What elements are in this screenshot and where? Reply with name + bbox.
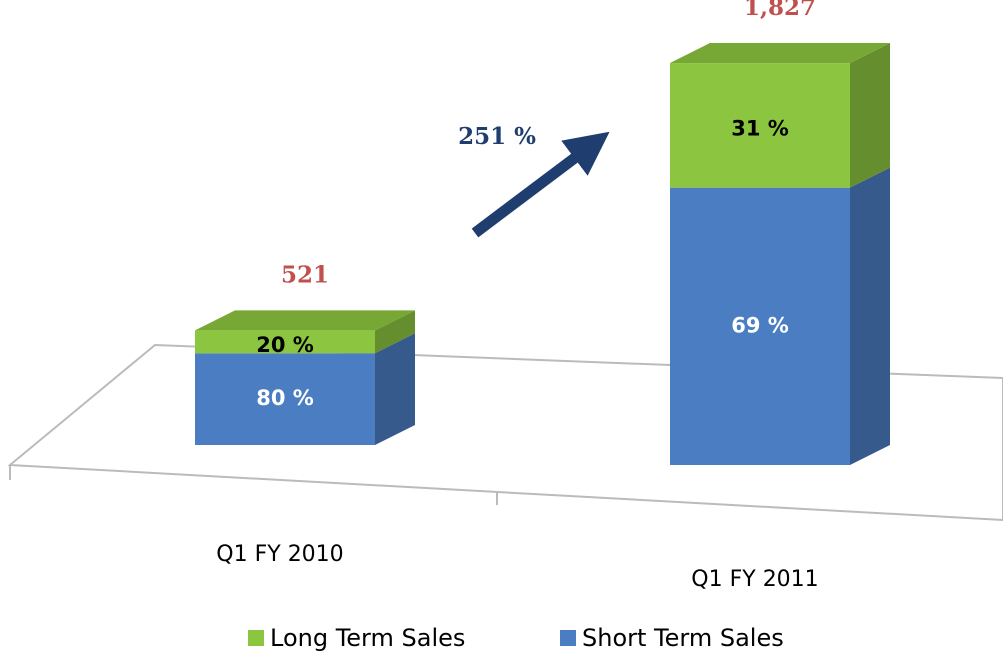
bar-top: [670, 43, 890, 64]
segment-label: 20 %: [256, 333, 314, 357]
bar-segment: [195, 353, 375, 445]
total-label: 521: [281, 261, 329, 288]
bar-side: [850, 43, 890, 188]
segment-label: 69 %: [731, 313, 789, 337]
segment-label: 31 %: [731, 116, 789, 140]
legend-label: Long Term Sales: [270, 624, 465, 652]
legend-label: Short Term Sales: [582, 624, 784, 652]
segment-label: 80 %: [256, 386, 314, 410]
x-tick-label: Q1 FY 2011: [691, 567, 818, 592]
bar-side: [375, 310, 415, 354]
bar-segment: [670, 63, 850, 188]
bar-top: [195, 310, 415, 331]
total-label: 1,827: [744, 0, 816, 21]
bar-segment: [195, 330, 375, 354]
legend-swatch: [560, 630, 576, 646]
legend-swatch: [248, 630, 264, 646]
x-tick-label: Q1 FY 2010: [216, 542, 343, 567]
growth-annotation: 251 %: [458, 123, 536, 150]
growth-arrow: [471, 131, 610, 238]
bar-side: [375, 333, 415, 445]
bar-segment: [670, 187, 850, 465]
bar-side: [850, 167, 890, 465]
